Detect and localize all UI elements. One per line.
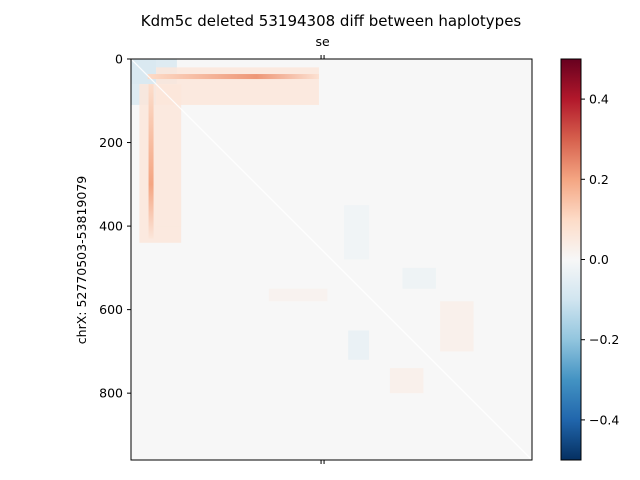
colorbar-tick-label: 0.0 bbox=[589, 252, 609, 267]
y-tick-label: 400 bbox=[99, 219, 123, 234]
heatmap-plot-area bbox=[130, 58, 533, 461]
heatmap-region-10 bbox=[440, 301, 474, 352]
colorbar-tick-label: −0.4 bbox=[589, 412, 619, 427]
heatmap-stripe-vertical bbox=[148, 84, 154, 239]
colorbar: 0.4 0.2 0.0 −0.2 −0.4 bbox=[560, 58, 619, 461]
heatmap-region-7 bbox=[348, 330, 370, 360]
top-axis: se bbox=[315, 34, 330, 59]
y-tick-label: 0 bbox=[115, 52, 123, 67]
y-tick-label: 800 bbox=[99, 386, 123, 401]
y-tick-label: 200 bbox=[99, 135, 123, 150]
heatmap-region-12 bbox=[344, 205, 370, 260]
heatmap-region-8 bbox=[389, 368, 424, 394]
colorbar-gradient bbox=[561, 59, 581, 460]
heatmap-stripe-horizontal bbox=[147, 74, 319, 80]
colorbar-tick-label: 0.4 bbox=[589, 92, 609, 107]
bottom-axis bbox=[320, 460, 325, 464]
heatmap-region-9 bbox=[402, 267, 436, 289]
y-axis-label: chrX: 52770503-53819079 bbox=[74, 176, 89, 344]
heatmap-region-11 bbox=[268, 288, 328, 302]
plot-frame bbox=[130, 58, 533, 461]
y-tick-label: 600 bbox=[99, 302, 123, 317]
heatmap-region-6 bbox=[156, 196, 182, 227]
chart-title: Kdm5c deleted 53194308 diff between hapl… bbox=[141, 12, 522, 30]
heatmap-region-4 bbox=[156, 67, 319, 105]
colorbar-tick-label: 0.2 bbox=[589, 172, 609, 187]
top-tick-label: se bbox=[315, 34, 330, 49]
colorbar-tick-label: −0.2 bbox=[589, 332, 619, 347]
heatmap-diagonal bbox=[131, 59, 532, 460]
y-axis: 0 200 400 600 800 bbox=[99, 52, 131, 401]
